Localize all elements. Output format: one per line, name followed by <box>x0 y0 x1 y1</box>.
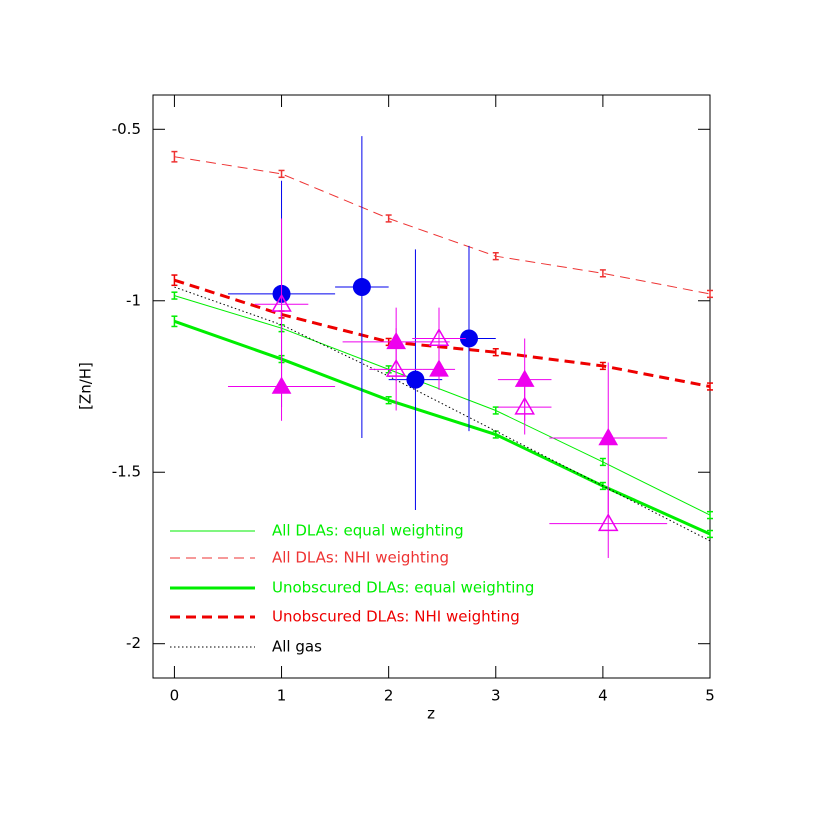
data-point <box>597 513 619 532</box>
x-tick-label: 5 <box>705 687 715 705</box>
x-tick-label: 0 <box>170 687 180 705</box>
legend-label: Unobscured DLAs: NHI weighting <box>272 608 520 626</box>
x-tick-label: 2 <box>384 687 394 705</box>
error-bar <box>707 382 713 391</box>
error-bar <box>599 457 606 467</box>
legend-label: All DLAs: NHI weighting <box>272 549 449 567</box>
series-line <box>173 278 711 388</box>
data-point <box>271 293 292 312</box>
legend-label: All gas <box>272 638 322 656</box>
legend-label: Unobscured DLAs: equal weighting <box>272 579 534 597</box>
y-axis-label: [Zn/H] <box>77 362 95 410</box>
data-point <box>598 427 619 446</box>
y-tick-label: -2 <box>126 634 141 652</box>
error-bar <box>707 529 713 539</box>
data-point <box>385 358 407 377</box>
error-bar <box>171 315 178 328</box>
legend-label: All DLAs: equal weighting <box>272 522 464 540</box>
error-bar <box>278 169 285 179</box>
error-bar <box>492 406 499 415</box>
error-bar <box>492 252 499 261</box>
data-point <box>514 396 535 415</box>
error-bar <box>171 291 178 300</box>
series-line <box>173 319 711 536</box>
x-tick-label: 1 <box>277 687 287 705</box>
error-bar <box>171 274 178 287</box>
series-line <box>174 295 711 516</box>
error-bar <box>707 289 713 299</box>
series-line <box>174 156 711 295</box>
data-point <box>406 370 425 389</box>
error-bar <box>171 150 178 163</box>
data-point <box>428 327 450 346</box>
x-tick-label: 4 <box>598 687 608 705</box>
y-tick-label: -1.5 <box>112 463 141 481</box>
series-line <box>174 286 711 542</box>
y-tick-label: -0.5 <box>112 120 141 138</box>
error-bar <box>707 510 713 520</box>
error-bar <box>385 396 392 405</box>
error-bar <box>599 269 606 278</box>
data-point <box>352 278 371 297</box>
x-tick-label: 3 <box>491 687 501 705</box>
error-bar <box>385 214 392 223</box>
error-bar <box>599 361 606 371</box>
error-bar <box>492 348 499 357</box>
x-axis-label: z <box>427 705 435 723</box>
y-tick-label: -1 <box>126 291 141 309</box>
data-point <box>459 329 478 348</box>
